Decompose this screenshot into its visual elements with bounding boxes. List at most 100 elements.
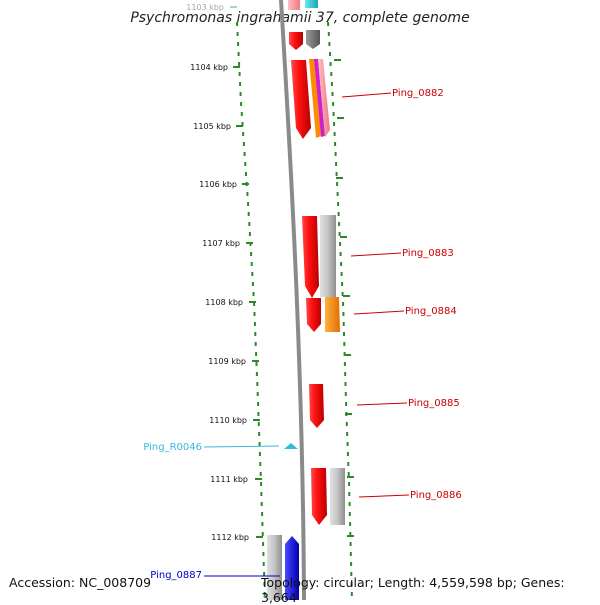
outer-ring-dot bbox=[338, 222, 341, 226]
gene-ping-0886[interactable] bbox=[311, 468, 327, 525]
gene-labels: Ping_0882 Ping_0883 Ping_0884 Ping_0885 … bbox=[143, 88, 461, 581]
outer-ring-dot bbox=[342, 322, 345, 326]
gene-ping-0885[interactable] bbox=[309, 384, 324, 428]
inner-ring-dot bbox=[254, 332, 257, 336]
gene-ping-0883[interactable] bbox=[302, 216, 319, 298]
inner-ring-dot bbox=[263, 592, 266, 596]
outer-ring-dot bbox=[330, 72, 333, 76]
inner-ring-dot bbox=[261, 532, 264, 536]
gene-feature[interactable] bbox=[306, 30, 320, 49]
inner-ring-dot bbox=[237, 42, 240, 46]
outer-ring-dot bbox=[349, 532, 352, 536]
outer-ring-dot bbox=[349, 542, 352, 546]
gene-feature[interactable] bbox=[320, 215, 336, 297]
gene-feature[interactable] bbox=[288, 0, 300, 10]
outer-ring-dot bbox=[335, 162, 338, 166]
gene-ping-r0046[interactable] bbox=[284, 443, 298, 449]
inner-ring-dot bbox=[252, 292, 255, 296]
outer-ring-dot bbox=[346, 452, 349, 456]
gene-label[interactable]: Ping_0886 bbox=[410, 490, 462, 501]
gene-feature[interactable] bbox=[267, 535, 282, 600]
outer-ring-dot bbox=[344, 392, 347, 396]
outer-ring-dot bbox=[345, 402, 348, 406]
inner-ring-dot bbox=[250, 252, 253, 256]
gene-label[interactable]: Ping_0884 bbox=[405, 306, 457, 317]
inner-ring-dot bbox=[236, 22, 239, 26]
gene-label[interactable]: Ping_0887 bbox=[150, 570, 202, 581]
gene-feature[interactable] bbox=[314, 59, 325, 137]
inner-ring-dot bbox=[262, 552, 265, 556]
outer-ring-dot bbox=[349, 522, 352, 526]
inner-ring-dot bbox=[253, 302, 256, 306]
inner-ring-dot bbox=[260, 492, 263, 496]
gene-label[interactable]: Ping_0882 bbox=[392, 88, 444, 99]
gene-feature[interactable] bbox=[325, 297, 340, 332]
inner-ring-dot bbox=[246, 192, 249, 196]
inner-ring-dot bbox=[242, 142, 245, 146]
inner-ring-dot bbox=[243, 152, 246, 156]
outer-ring-dot bbox=[346, 432, 349, 436]
outer-ring-dot bbox=[348, 492, 351, 496]
outer-ring-dot bbox=[338, 232, 341, 236]
kbp-tick: 1105 kbp bbox=[193, 122, 243, 131]
kbp-label: 1109 kbp bbox=[208, 357, 246, 366]
outer-ring-dot bbox=[343, 342, 346, 346]
inner-ring-dot bbox=[255, 352, 258, 356]
label-lines bbox=[203, 92, 410, 577]
gene-features bbox=[267, 0, 345, 600]
gene-feature[interactable] bbox=[330, 468, 345, 525]
gene-feature[interactable] bbox=[318, 59, 330, 137]
inner-ring-dot bbox=[248, 232, 251, 236]
inner-ring-dot bbox=[240, 102, 243, 106]
outer-ring-dot bbox=[347, 462, 350, 466]
gene-label[interactable]: Ping_0885 bbox=[408, 398, 460, 409]
kbp-label: 1111 kbp bbox=[210, 475, 248, 484]
outer-ring-dot bbox=[342, 302, 345, 306]
inner-ring-dot bbox=[236, 32, 239, 36]
kbp-label: 1105 kbp bbox=[193, 122, 231, 131]
outer-ring-dot bbox=[328, 42, 331, 46]
genome-summary: Topology: circular; Length: 4,559,598 bp… bbox=[261, 575, 565, 605]
map-title: Psychromonas ingrahamii 37, complete gen… bbox=[130, 10, 470, 26]
outer-ring-dot bbox=[336, 182, 339, 186]
outer-ring-dot bbox=[340, 272, 343, 276]
kbp-label: 1106 kbp bbox=[199, 180, 237, 189]
inner-ring-dot bbox=[247, 212, 250, 216]
inner-ring-dot bbox=[245, 172, 247, 176]
inner-ring-dot bbox=[248, 222, 251, 226]
genome-backbone bbox=[279, 0, 306, 600]
gene-label[interactable]: Ping_R0046 bbox=[143, 442, 202, 453]
outer-ring-dot bbox=[342, 312, 345, 316]
gene-feature[interactable] bbox=[309, 59, 321, 138]
outer-ring-dot bbox=[341, 282, 344, 286]
gene-feature[interactable] bbox=[289, 32, 303, 50]
kbp-tick: 1110 kbp bbox=[209, 416, 260, 425]
gene-ping-0884[interactable] bbox=[306, 298, 321, 332]
inner-ring-dot bbox=[255, 362, 258, 366]
inner-ring-dot bbox=[247, 202, 250, 206]
outer-ring-dot bbox=[336, 192, 339, 196]
kbp-label: 1108 kbp bbox=[205, 298, 243, 307]
inner-ring-dot bbox=[241, 122, 244, 126]
inner-ring-dot bbox=[257, 422, 260, 426]
inner-ring-dot bbox=[253, 312, 256, 316]
outer-ring-dot bbox=[346, 442, 349, 446]
kbp-label: 1107 kbp bbox=[202, 239, 240, 248]
gene-label[interactable]: Ping_0883 bbox=[402, 248, 454, 259]
gene-feature[interactable] bbox=[305, 0, 318, 8]
accession-text: Accession: NC_008709 bbox=[9, 575, 152, 590]
outer-ring-dot bbox=[339, 252, 342, 256]
outer-ring-dot bbox=[344, 382, 347, 386]
outer-ring-dot bbox=[327, 32, 330, 36]
kbp-tick: 1106 kbp bbox=[199, 180, 249, 189]
outer-ring-dot bbox=[332, 112, 335, 116]
inner-ring-dot bbox=[239, 82, 242, 86]
outer-ring-dot bbox=[335, 172, 338, 176]
gene-ping-0882[interactable] bbox=[291, 60, 311, 139]
inner-ring-dot bbox=[237, 52, 240, 56]
outer-ring-dot bbox=[350, 562, 353, 566]
outer-ring-dot bbox=[348, 512, 351, 516]
outer-ring-dot bbox=[343, 362, 346, 366]
gene-ping-0887[interactable] bbox=[285, 536, 299, 600]
